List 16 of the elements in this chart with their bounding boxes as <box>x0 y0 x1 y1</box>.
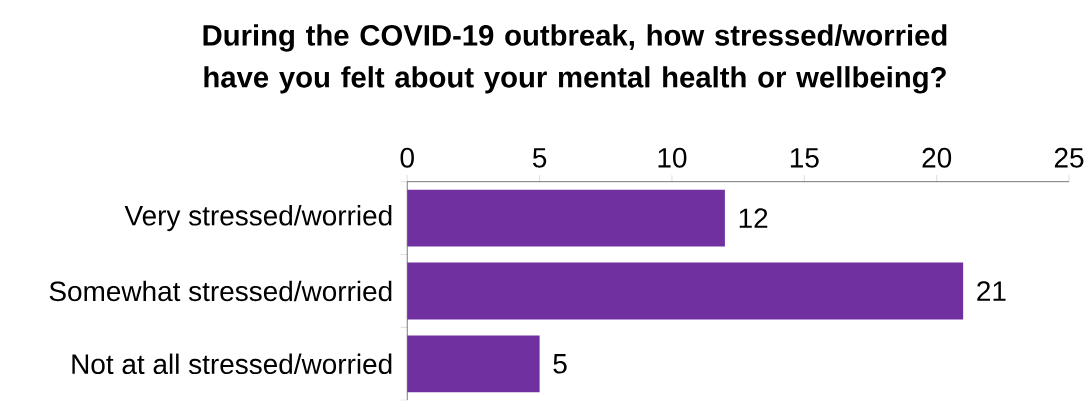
data-label: 5 <box>553 354 567 374</box>
y-tick-label: Somewhat stressed/worried <box>49 280 392 302</box>
bar <box>407 262 964 320</box>
x-tick-label: 10 <box>658 148 687 168</box>
data-label: 12 <box>739 208 768 229</box>
y-tick-label: Very stressed/worried <box>124 205 392 232</box>
x-tick-label: 20 <box>922 148 952 168</box>
x-tick-label: 5 <box>532 148 547 168</box>
y-tick-label: Not at all stressed/worried <box>72 353 392 375</box>
bar <box>407 335 540 393</box>
x-tick-label: 25 <box>1054 148 1084 168</box>
x-tick-label: 0 <box>400 148 414 168</box>
x-tick-label: 15 <box>790 148 819 168</box>
chart-title: During the COVID-19 outbreak, how stressed/worried have you felt about your mental health or wellbeing? <box>203 24 947 94</box>
bar <box>407 189 725 247</box>
data-label: 21 <box>977 281 1006 301</box>
